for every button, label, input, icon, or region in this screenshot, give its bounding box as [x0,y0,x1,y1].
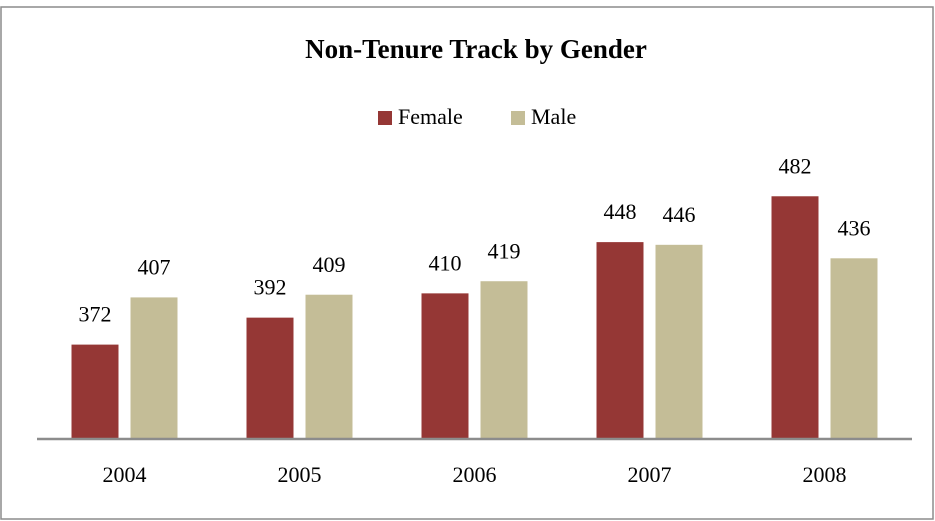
bar [421,293,469,439]
legend-label: Male [531,104,576,129]
data-label: 419 [488,238,521,263]
x-tick-label: 2004 [103,462,147,487]
bar [305,294,353,439]
x-tick-label: 2005 [278,462,322,487]
legend-swatch [378,111,392,125]
data-label: 392 [254,275,287,300]
chart-title: Non-Tenure Track by Gender [305,34,647,64]
data-label: 407 [138,254,171,279]
bar [130,297,178,439]
legend-swatch [511,111,525,125]
data-label: 436 [838,215,871,240]
data-label: 448 [604,199,637,224]
x-tick-label: 2006 [453,462,497,487]
bar [71,344,119,439]
x-tick-label: 2007 [628,462,672,487]
bar [480,281,528,439]
bar [596,242,644,439]
bar [655,244,703,439]
data-label: 372 [79,302,112,327]
data-label: 446 [663,202,696,227]
bar [771,196,819,439]
bar [246,317,294,439]
legend-label: Female [398,104,463,129]
bar [830,258,878,439]
data-label: 409 [313,252,346,277]
data-label: 482 [779,153,812,178]
data-label: 410 [429,250,462,275]
x-tick-label: 2008 [803,462,847,487]
